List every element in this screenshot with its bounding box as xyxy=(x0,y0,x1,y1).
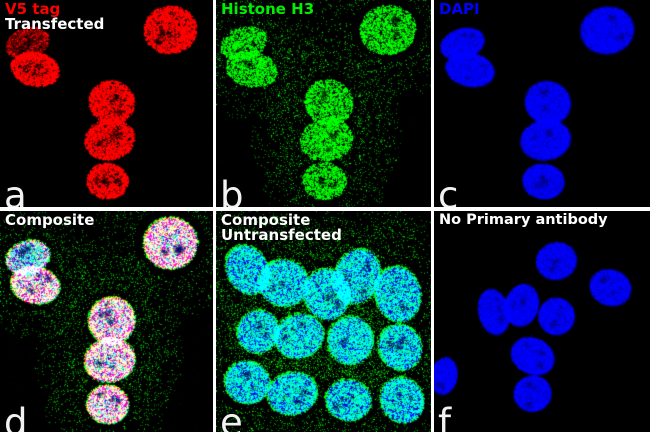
panel-d-image xyxy=(0,211,213,432)
panel-a[interactable]: V5 tag Transfected a xyxy=(0,0,213,207)
panel-b-image xyxy=(216,0,431,207)
panel-f[interactable]: No Primary antibody f xyxy=(434,211,650,432)
panel-e[interactable]: Composite Untransfected e xyxy=(216,211,431,432)
panel-f-image xyxy=(434,211,650,432)
panel-d[interactable]: Composite d xyxy=(0,211,213,432)
panel-a-image xyxy=(0,0,213,207)
panel-b[interactable]: Histone H3 b xyxy=(216,0,431,207)
panel-c-image xyxy=(434,0,650,207)
panel-e-image xyxy=(216,211,431,432)
panel-c[interactable]: DAPI c xyxy=(434,0,650,207)
